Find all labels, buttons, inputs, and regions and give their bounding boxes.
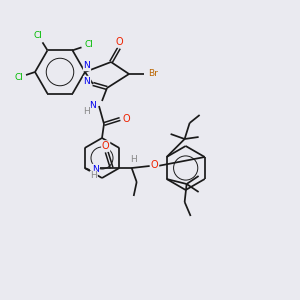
Text: N: N [90,101,96,110]
Text: Cl: Cl [15,74,23,82]
Text: N: N [92,164,99,173]
Text: O: O [115,37,123,47]
Text: N: N [84,61,90,70]
Text: O: O [151,160,158,170]
Text: Cl: Cl [33,31,42,40]
Text: N: N [84,76,90,85]
Text: H: H [84,106,90,116]
Text: O: O [122,114,130,124]
Text: H: H [130,155,137,164]
Text: O: O [102,141,110,151]
Text: H: H [90,172,97,181]
Text: Cl: Cl [84,40,93,49]
Text: Br: Br [148,70,158,79]
